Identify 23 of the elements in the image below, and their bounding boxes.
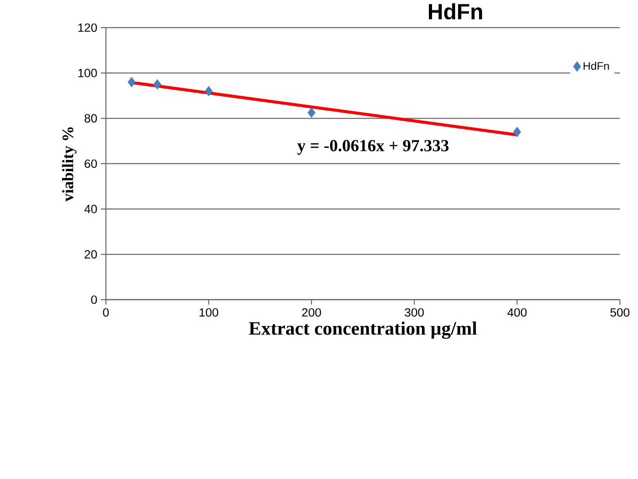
y-axis-title: viability % xyxy=(62,127,77,202)
y-tick-label: 100 xyxy=(78,68,97,78)
y-tick-label: 80 xyxy=(84,114,97,123)
point xyxy=(128,77,136,88)
y-tick-label: 0 xyxy=(91,296,97,304)
y-tick-label: 20 xyxy=(84,250,97,259)
x-axis-title: Extract concentration µg/ml xyxy=(248,322,477,339)
y-tick-label: 40 xyxy=(84,204,97,214)
x-tick-label: 100 xyxy=(200,308,218,317)
x-tick-label: 0 xyxy=(103,308,109,317)
point xyxy=(513,126,522,138)
x-tick-label: 300 xyxy=(404,308,424,317)
x-tick-label: 200 xyxy=(302,308,321,317)
chart-title: HdFn xyxy=(428,3,482,20)
legend-label: HdFn xyxy=(584,62,609,70)
point xyxy=(153,79,162,90)
point xyxy=(204,86,213,96)
x-tick-label: 500 xyxy=(610,308,630,317)
annotation: y = -0.0616x + 97.333 xyxy=(297,140,449,155)
x-tick-label: 400 xyxy=(507,308,527,317)
y-tick-label: 60 xyxy=(84,160,97,168)
point xyxy=(308,108,316,118)
y-tick-label: 120 xyxy=(78,24,97,32)
